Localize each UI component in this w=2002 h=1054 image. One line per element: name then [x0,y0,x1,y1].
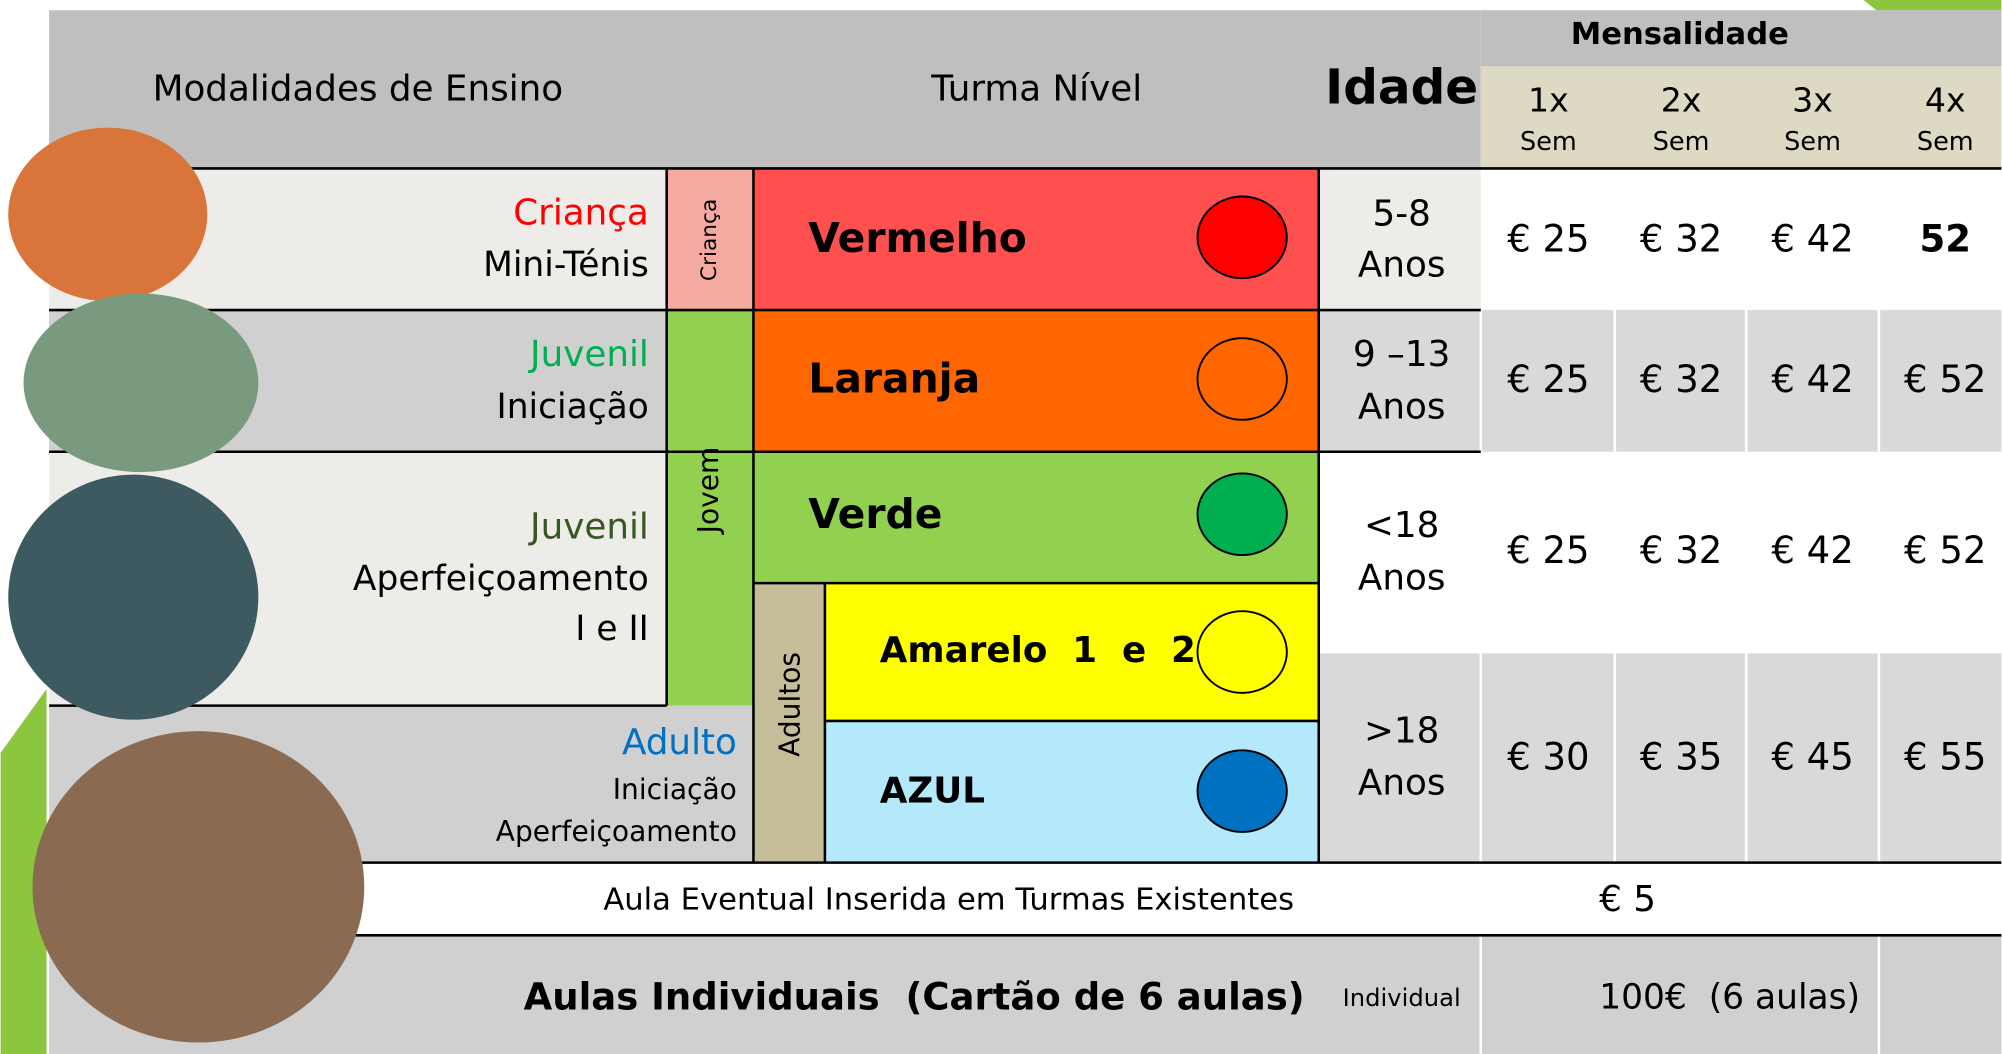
individual-label: Aulas Individuais (Cartão de 6 aulas) [524,976,1305,1019]
age-label: 5-8 [1373,194,1431,235]
photo [8,127,208,302]
level-label: Verde [808,490,942,538]
category-label: Criança [513,192,649,233]
photo [23,293,259,473]
header-bg [49,10,1481,169]
price: € 25 [1507,358,1589,401]
frequency-unit: Sem [1520,127,1577,157]
level-dot [1196,749,1288,833]
frequency-bg [1480,66,2002,169]
level-label: Amarelo 1 e 2 [880,630,1196,671]
price: € 32 [1640,358,1722,401]
level-label: Laranja [808,355,980,403]
price: € 52 [1904,358,1986,401]
age-label: 9 –13 [1353,334,1450,375]
frequency-count: 3x [1792,81,1833,120]
price: € 32 [1640,218,1722,261]
age-label: <18 [1364,505,1439,546]
category-label: Juvenil [528,334,649,375]
frequency-unit: Sem [1917,127,1974,157]
group-label: Jovem [692,447,725,536]
modality-label: Aperfeiçoamento [496,815,737,848]
header-bg [1480,10,2002,67]
level-label: Vermelho [808,214,1027,262]
price: € 45 [1771,736,1853,779]
age-label: Anos [1358,557,1446,598]
price-row-bg [1318,310,2002,452]
header-text: Mensalidade [1571,17,1789,52]
photo [32,731,365,1043]
frequency-count: 4x [1925,81,1966,120]
row-bg [49,935,2002,1054]
price: € 35 [1640,736,1722,779]
price: € 52 [1904,529,1986,572]
group-label: Adultos [774,652,807,757]
price: € 55 [1904,736,1986,779]
age-cell [1318,168,1481,311]
header-text: Idade [1325,60,1478,116]
accent [1863,0,2002,11]
modality-label: Iniciação [497,387,649,427]
modality-label: Mini-Ténis [483,245,649,285]
price: € 42 [1771,529,1853,572]
price-row-bg [1318,653,2002,863]
age-label: Anos [1358,386,1446,427]
price: € 42 [1771,358,1853,401]
photo [8,474,259,720]
group-label: Criança [697,199,722,281]
individual-price: 100€ (6 aulas) [1599,978,1860,1018]
modality-label: I e II [575,609,649,649]
age-label: >18 [1364,710,1439,751]
price: 52 [1920,218,1972,261]
row-borders [49,167,2002,937]
frequency-count: 2x [1661,81,1702,120]
price: € 25 [1507,218,1589,261]
level-dot [1196,610,1288,694]
price: € 30 [1507,736,1589,779]
eventual-label: Aula Eventual Inserida em Turmas Existen… [603,882,1294,917]
individual-type: Individual [1343,983,1461,1012]
category-label: Juvenil [528,506,649,547]
price: € 32 [1640,529,1722,572]
level-label: AZUL [880,770,985,811]
price: € 42 [1771,218,1853,261]
modality-label: Aperfeiçoamento [353,559,649,599]
header-text: Modalidades de Ensino [153,69,563,110]
level-dots [1196,195,1288,833]
price: € 25 [1507,529,1589,572]
level-dot [1196,195,1288,280]
header-text: Turma Nível [930,69,1142,110]
category-label: Adulto [622,722,737,763]
level-dot [1196,472,1288,557]
cell-dividers [1479,310,1881,1054]
frequency-unit: Sem [1653,127,1710,157]
eventual-price: € 5 [1599,879,1656,920]
age-label: Anos [1358,245,1446,286]
group-strip [753,583,825,863]
group-strip [666,310,754,706]
age-label: Anos [1358,763,1446,804]
accent [0,689,47,1054]
modality-label: Iniciação [613,773,737,806]
frequency-count: 1x [1528,81,1569,120]
frequency-unit: Sem [1784,127,1841,157]
group-strip [666,168,754,311]
level-dot [1196,337,1288,421]
